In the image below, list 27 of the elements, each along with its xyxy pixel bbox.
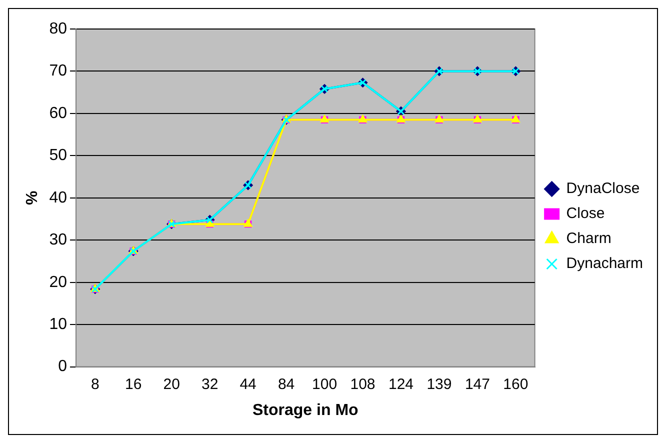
x-tick-label: 8 — [90, 376, 100, 393]
y-axis-title: % — [24, 190, 42, 206]
x-tick-label: 147 — [464, 376, 490, 393]
x-tick-label: 84 — [278, 376, 295, 393]
x-tick-label: 139 — [426, 376, 452, 393]
legend-label: Close — [566, 205, 605, 222]
y-tick-label: 50 — [49, 147, 68, 164]
y-tick-label: 20 — [49, 274, 68, 291]
y-tick-label: 10 — [49, 316, 68, 333]
y-tick-label: 0 — [58, 358, 68, 376]
legend-label: Dynacharm — [566, 255, 644, 272]
y-tick-label: 40 — [49, 189, 68, 206]
legend-label: DynaClose — [566, 180, 640, 198]
x-tick-label: 44 — [240, 376, 256, 393]
x-tick-label: 16 — [125, 376, 142, 393]
y-tick-label: 60 — [49, 104, 68, 122]
x-tick-label: 20 — [163, 376, 180, 393]
y-tick-label: 80 — [49, 20, 68, 38]
legend-label: Charm — [566, 230, 612, 248]
x-tick-label: 100 — [312, 376, 338, 393]
y-tick-label: 30 — [49, 232, 68, 249]
x-axis-title: Storage in Mo — [252, 402, 359, 419]
x-tick-label: 124 — [388, 376, 414, 393]
x-tick-label: 160 — [503, 376, 528, 393]
x-tick-label: 108 — [350, 376, 376, 393]
x-tick-label: 32 — [201, 376, 218, 393]
y-tick-label: 70 — [49, 62, 68, 80]
